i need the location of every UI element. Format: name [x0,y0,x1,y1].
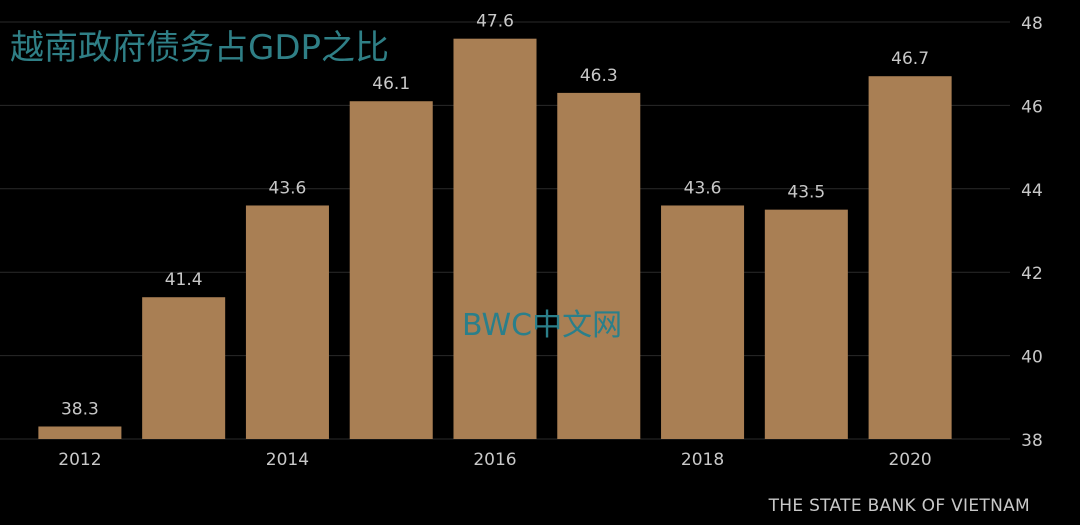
bar-value-label: 38.3 [61,399,99,419]
bar-value-label: 47.6 [476,12,514,32]
chart-title: 越南政府债务占GDP之比 [10,28,390,68]
bar [38,426,122,439]
bar [349,101,433,439]
y-axis-ticks: 38 40 42 44 46 48 [1021,14,1043,451]
bar-value-label: 41.4 [165,270,203,290]
bar-value-label: 46.1 [372,74,410,94]
y-tick-label: 38 [1021,431,1043,451]
x-tick-label: 2012 [58,450,101,470]
bar [453,38,537,440]
y-tick-label: 44 [1021,181,1043,201]
bar-value-label: 43.6 [269,178,307,198]
bar [557,92,641,439]
x-tick-label: 2016 [473,450,516,470]
y-tick-label: 40 [1021,348,1043,368]
y-tick-label: 48 [1021,14,1043,34]
y-tick-label: 46 [1021,97,1043,117]
bar-value-label: 43.6 [684,178,722,198]
y-tick-label: 42 [1021,264,1043,284]
source-label: THE STATE BANK OF VIETNAM [768,496,1030,516]
bar-value-label: 43.5 [787,183,825,203]
bar [764,209,848,439]
bar [245,205,329,439]
x-tick-label: 2018 [681,450,724,470]
bar [868,76,952,440]
bar [142,297,226,439]
x-axis-ticks: 2012 2014 2016 2018 2020 [58,450,931,470]
bars [38,38,952,440]
x-tick-label: 2014 [266,450,309,470]
bar-value-labels: 38.3 41.4 43.6 46.1 47.6 46.3 43.6 43.5 46.7 [61,12,929,420]
bar [661,205,745,439]
watermark: BWC中文网 [462,308,623,343]
bar-value-label: 46.7 [891,49,929,69]
x-tick-label: 2020 [888,450,931,470]
bar-value-label: 46.3 [580,66,618,86]
